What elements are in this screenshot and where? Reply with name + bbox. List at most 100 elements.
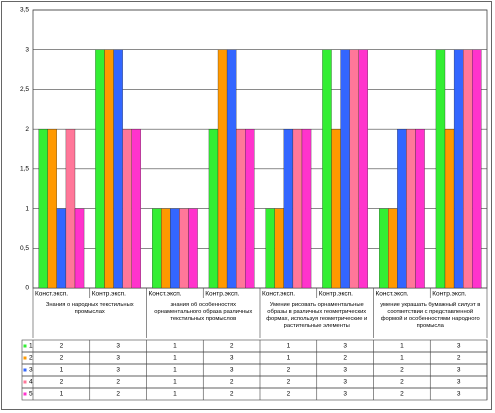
bar: [113, 49, 123, 289]
table-cell: 1: [173, 343, 177, 350]
bar: [245, 128, 255, 289]
table-cell: 3: [457, 367, 461, 374]
bar: [283, 128, 294, 289]
table-cell: 1: [400, 343, 404, 350]
bar: [179, 208, 189, 289]
bar: [397, 128, 407, 289]
x-tick-label: Конст.эксп.: [376, 291, 409, 298]
legend-key: [23, 344, 27, 348]
y-tick-label: 3: [25, 46, 29, 53]
bar: [152, 208, 162, 289]
table-cell: 3: [343, 379, 347, 386]
table-cell: 2: [343, 355, 347, 362]
table-cell: 1: [60, 367, 64, 374]
x-tick-label: Контр.эксп.: [205, 291, 239, 298]
bar: [38, 128, 48, 289]
table-cell: 2: [400, 379, 404, 386]
group-label: умение украшать бумажный силуэт в соотве…: [380, 302, 481, 329]
bar: [340, 49, 350, 289]
table-cell: 2: [60, 355, 64, 362]
legend-key: [23, 368, 27, 372]
table-cell: 1: [173, 355, 177, 362]
bar: [322, 49, 332, 289]
bar: [415, 128, 425, 289]
bar: [453, 49, 464, 289]
bar: [388, 208, 398, 289]
bar: [379, 208, 389, 289]
table-cell: 2: [60, 379, 64, 386]
bar: [122, 128, 132, 289]
legend-key: [23, 356, 27, 360]
bar: [74, 208, 85, 289]
bar: [65, 128, 76, 289]
bar: [188, 208, 198, 289]
bar: [47, 128, 57, 289]
bar: [301, 128, 312, 289]
table-cell: 3: [116, 343, 120, 350]
group-label-text: Умение рисовать орнаментальные образы в …: [266, 302, 368, 329]
bar: [104, 49, 114, 289]
table-cell: 2: [230, 391, 234, 398]
table-cell: 3: [230, 355, 234, 362]
legend-label: 2: [29, 355, 33, 362]
bar: [472, 49, 482, 289]
group-label: Знания о народных текстильных промыслах: [46, 302, 134, 315]
group-label: знания об особенностях орнаментального о…: [154, 302, 253, 322]
legend-label: 5: [29, 391, 33, 398]
bar: [226, 49, 237, 289]
bar: [208, 128, 219, 289]
bar: [349, 49, 359, 289]
table-cell: 2: [116, 379, 120, 386]
table-cell: 1: [173, 391, 177, 398]
table-cell: 1: [173, 379, 177, 386]
table-cell: 3: [343, 367, 347, 374]
y-tick-label: 3,5: [20, 7, 29, 14]
legend-label: 1: [29, 343, 33, 350]
y-tick-label: 2,5: [20, 86, 29, 93]
group-label: Умение рисовать орнаментальные образы в …: [266, 302, 368, 329]
table-cell: 2: [400, 367, 404, 374]
x-tick-label: Конст.эксп.: [262, 291, 295, 298]
table-cell: 3: [116, 367, 120, 374]
bar: [444, 128, 455, 289]
bar: [358, 49, 368, 289]
table-cell: 2: [60, 343, 64, 350]
x-tick-label: Конст.эксп.: [149, 291, 182, 298]
x-tick-label: Конст.эксп.: [35, 291, 68, 298]
table-cell: 2: [287, 379, 291, 386]
bar: [274, 208, 284, 289]
table-cell: 3: [343, 343, 347, 350]
bar: [406, 128, 416, 289]
table-cell: 3: [457, 379, 461, 386]
y-tick-label: 1: [25, 205, 29, 212]
bar: [236, 128, 246, 289]
y-tick-label: 2: [25, 126, 29, 133]
y-tick-label: 1,5: [20, 166, 29, 173]
bar: [463, 49, 473, 289]
bar: [161, 208, 171, 289]
legend-label: 3: [29, 367, 33, 374]
table-cell: 3: [116, 355, 120, 362]
group-label-text: умение украшать бумажный силуэт в соотве…: [380, 302, 481, 329]
table-cell: 3: [343, 391, 347, 398]
bar: [170, 208, 180, 289]
table-cell: 2: [230, 379, 234, 386]
y-tick-label: 0,5: [20, 245, 29, 252]
table-cell: 1: [400, 355, 404, 362]
bar: [217, 49, 228, 289]
y-tick-label: 0: [25, 285, 29, 292]
bar: [265, 208, 275, 289]
table-cell: 1: [60, 391, 64, 398]
table-cell: 2: [230, 343, 234, 350]
table-cell: 2: [116, 391, 120, 398]
bar: [292, 128, 303, 289]
x-tick-label: Контр.эксп.: [92, 291, 126, 298]
table-cell: 2: [287, 367, 291, 374]
x-tick-label: Контр.эксп.: [319, 291, 353, 298]
group-label-text: знания об особенностях орнаментального о…: [154, 302, 253, 322]
x-tick-label: Контр.эксп.: [432, 291, 466, 298]
legend-label: 4: [29, 379, 33, 386]
legend-key: [23, 392, 27, 396]
table-cell: 1: [287, 355, 291, 362]
